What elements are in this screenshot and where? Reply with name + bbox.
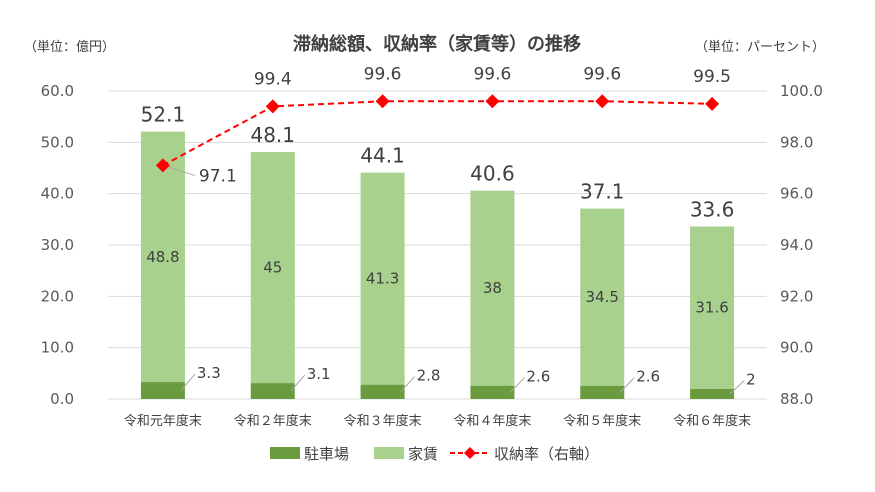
rate-line bbox=[162, 100, 713, 167]
rate-point bbox=[375, 94, 390, 109]
left-tick-label: 0.0 bbox=[50, 390, 74, 408]
total-label: 44.1 bbox=[360, 144, 405, 168]
bar-parking bbox=[360, 384, 405, 399]
bar-parking bbox=[690, 388, 735, 399]
rate-point bbox=[155, 158, 170, 173]
rate-line-series: 97.1 99.4 99.6 99.6 99.6 99.5 bbox=[155, 64, 731, 186]
legend-marker-rate bbox=[464, 447, 476, 459]
rent-value-label: 45 bbox=[263, 259, 282, 277]
right-tick-label: 92.0 bbox=[780, 287, 813, 305]
bar-rent bbox=[470, 190, 515, 386]
bar-rent bbox=[580, 208, 625, 386]
bar-series bbox=[140, 131, 735, 399]
rate-value-label: 99.6 bbox=[583, 64, 621, 84]
rate-point bbox=[705, 96, 720, 111]
x-category-label: 令和３年度末 bbox=[344, 413, 422, 429]
rate-value-label: 99.4 bbox=[254, 69, 292, 89]
right-axis-ticks: 88.0 90.0 92.0 94.0 96.0 98.0 100.0 bbox=[780, 82, 823, 408]
rate-value-label: 99.6 bbox=[473, 64, 511, 84]
rate-value-label: 99.5 bbox=[693, 67, 731, 87]
parking-value-label: 2.6 bbox=[526, 368, 550, 386]
total-label: 33.6 bbox=[690, 198, 735, 222]
rent-value-label: 48.8 bbox=[146, 248, 179, 266]
x-axis-categories: 令和元年度末 令和２年度末 令和３年度末 令和４年度末 令和５年度末 令和６年度末 bbox=[124, 413, 751, 429]
legend-label-rent: 家賃 bbox=[408, 445, 438, 463]
total-label: 48.1 bbox=[250, 123, 295, 147]
parking-leader-line bbox=[729, 380, 745, 395]
total-label: 37.1 bbox=[580, 180, 625, 204]
rate-point bbox=[595, 94, 610, 109]
total-label: 52.1 bbox=[141, 103, 186, 127]
legend: 駐車場 家賃 収納率（右軸） bbox=[270, 445, 599, 463]
rate-value-label: 99.6 bbox=[364, 64, 402, 84]
left-tick-label: 10.0 bbox=[41, 339, 74, 357]
bar-rent bbox=[140, 131, 185, 383]
left-tick-label: 30.0 bbox=[41, 236, 74, 254]
x-category-label: 令和４年度末 bbox=[453, 413, 531, 429]
right-tick-label: 90.0 bbox=[780, 339, 813, 357]
parking-leader-line bbox=[290, 374, 306, 392]
parking-leader-line bbox=[619, 377, 635, 393]
right-tick-label: 96.0 bbox=[780, 185, 813, 203]
parking-value-label: 2.8 bbox=[417, 367, 441, 385]
parking-value-label: 3.1 bbox=[307, 365, 331, 383]
bar-parking bbox=[580, 385, 625, 399]
rent-value-label: 31.6 bbox=[695, 299, 728, 317]
total-label: 40.6 bbox=[470, 162, 515, 186]
right-axis-unit: （単位：パーセント） bbox=[695, 39, 825, 55]
bar-rent bbox=[360, 172, 405, 385]
bar-rent bbox=[250, 152, 295, 384]
rent-value-label: 38 bbox=[483, 279, 502, 297]
bar-parking bbox=[140, 382, 185, 399]
x-category-label: 令和元年度末 bbox=[124, 413, 202, 429]
bar-parking bbox=[250, 383, 295, 399]
gridlines bbox=[108, 90, 767, 400]
legend-swatch-parking bbox=[270, 447, 300, 459]
left-axis-unit: （単位：億円） bbox=[24, 39, 115, 55]
bar-rent bbox=[690, 226, 735, 389]
left-axis-ticks: 0.0 10.0 20.0 30.0 40.0 50.0 60.0 bbox=[41, 82, 74, 408]
legend-label-rate: 収納率（右軸） bbox=[494, 445, 599, 463]
parking-value-label: 2.6 bbox=[636, 368, 660, 386]
parking-leader-line bbox=[510, 377, 525, 393]
parking-value-label: 3.3 bbox=[197, 364, 221, 382]
x-category-label: 令和５年度末 bbox=[563, 413, 641, 429]
rate-leader-line bbox=[168, 166, 196, 176]
rate-value-label: 97.1 bbox=[199, 166, 237, 186]
rent-value-label: 34.5 bbox=[586, 288, 619, 306]
right-tick-label: 100.0 bbox=[780, 82, 823, 100]
parking-value-label: 2 bbox=[746, 371, 756, 389]
right-tick-label: 94.0 bbox=[780, 236, 813, 254]
left-tick-label: 60.0 bbox=[41, 82, 74, 100]
rate-point bbox=[265, 99, 280, 114]
data-labels: 52.1 48.8 3.3 48.1 45 3.1 44.1 41.3 2.8 40.6 38 2.6… bbox=[141, 103, 756, 395]
legend-swatch-rent bbox=[374, 447, 404, 459]
left-tick-label: 50.0 bbox=[41, 133, 74, 151]
legend-label-parking: 駐車場 bbox=[304, 445, 349, 463]
chart-title: 滞納総額、収納率（家賃等）の推移 bbox=[293, 33, 581, 55]
rent-value-label: 41.3 bbox=[366, 270, 399, 288]
parking-leader-line bbox=[180, 373, 196, 391]
left-tick-label: 40.0 bbox=[41, 185, 74, 203]
bar-parking bbox=[470, 385, 515, 399]
right-tick-label: 88.0 bbox=[780, 390, 813, 408]
right-tick-label: 98.0 bbox=[780, 133, 813, 151]
rate-point bbox=[485, 94, 500, 109]
x-category-label: 令和６年度末 bbox=[673, 413, 751, 429]
parking-leader-line bbox=[400, 376, 415, 393]
x-category-label: 令和２年度末 bbox=[234, 413, 312, 429]
left-tick-label: 20.0 bbox=[41, 287, 74, 305]
